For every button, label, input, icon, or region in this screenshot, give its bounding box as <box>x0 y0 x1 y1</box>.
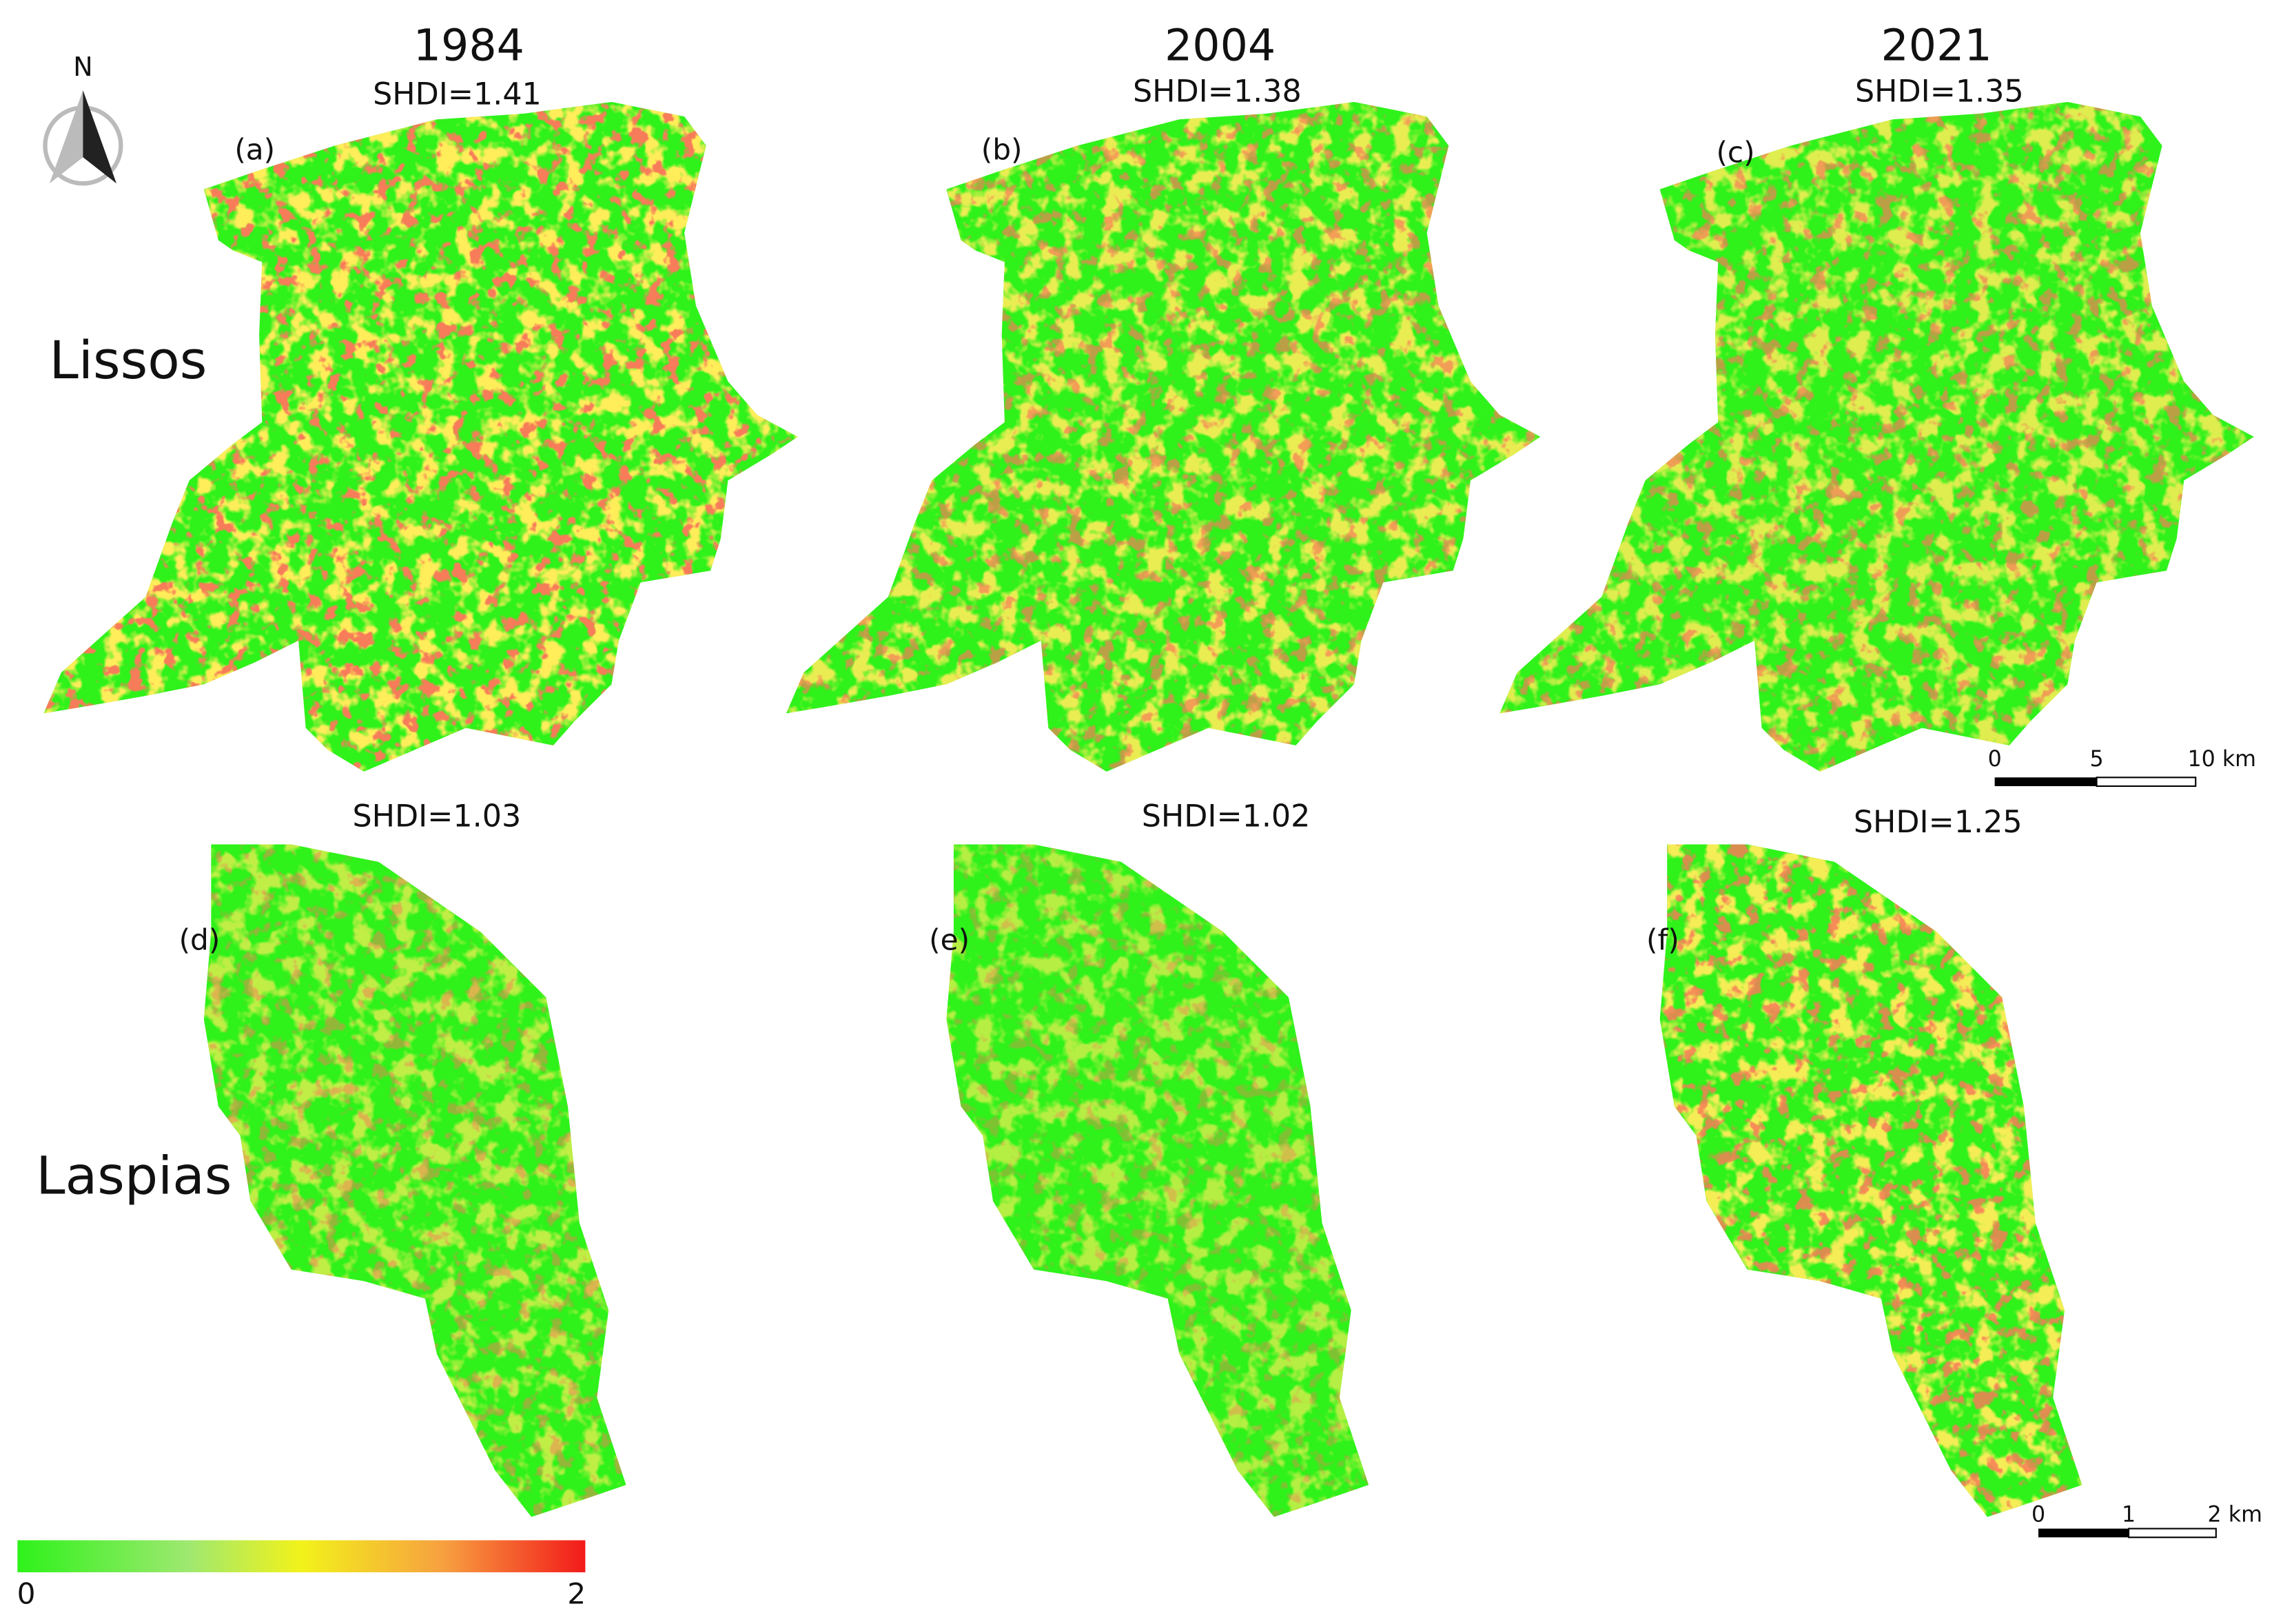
year-title: 2021 <box>1881 19 1992 70</box>
scale-label: 10 km <box>2187 747 2256 772</box>
row-label: Lissos <box>49 329 207 391</box>
legend-min: 0 <box>17 1576 36 1610</box>
map-laspias-2021 <box>1659 844 2082 1517</box>
panel-label: (b) <box>981 132 1023 166</box>
scale-bar: 0 1 2 km <box>2031 1503 2262 1539</box>
year-title: 2004 <box>1165 19 1276 70</box>
shdi-label: SHDI=1.41 <box>373 76 542 112</box>
map-lissos-2021 <box>1499 101 2254 772</box>
shdi-label: SHDI=1.38 <box>1133 74 1302 109</box>
year-title: 1984 <box>413 19 524 70</box>
scale-label: 0 <box>2031 1503 2045 1528</box>
scale-label: 5 <box>2089 747 2103 772</box>
panel-label: (f) <box>1646 923 1679 957</box>
color-legend: 0 2 <box>17 1540 586 1610</box>
row-label: Laspias <box>36 1144 232 1206</box>
map-lissos-2004 <box>786 101 1541 772</box>
shdi-label: SHDI=1.03 <box>353 799 522 834</box>
map-lissos-1984 <box>43 101 798 772</box>
legend-max: 2 <box>567 1576 586 1610</box>
shdi-label: SHDI=1.35 <box>1855 74 2024 109</box>
panel-label: (e) <box>929 923 970 957</box>
shdi-label: SHDI=1.25 <box>1854 805 2023 840</box>
north-arrow: N <box>43 52 123 186</box>
north-label: N <box>73 52 92 82</box>
panel-label: (d) <box>179 923 221 957</box>
panel-label: (a) <box>234 132 275 166</box>
scale-bar: 0 5 10 km <box>1988 747 2256 788</box>
scale-label: 0 <box>1988 747 2002 772</box>
shdi-label: SHDI=1.02 <box>1142 799 1311 834</box>
map-laspias-2004 <box>946 844 1369 1517</box>
scale-label: 1 <box>2122 1503 2136 1528</box>
panel-label: (c) <box>1716 136 1754 169</box>
map-laspias-1984 <box>203 844 626 1517</box>
scale-label: 2 km <box>2208 1503 2262 1528</box>
